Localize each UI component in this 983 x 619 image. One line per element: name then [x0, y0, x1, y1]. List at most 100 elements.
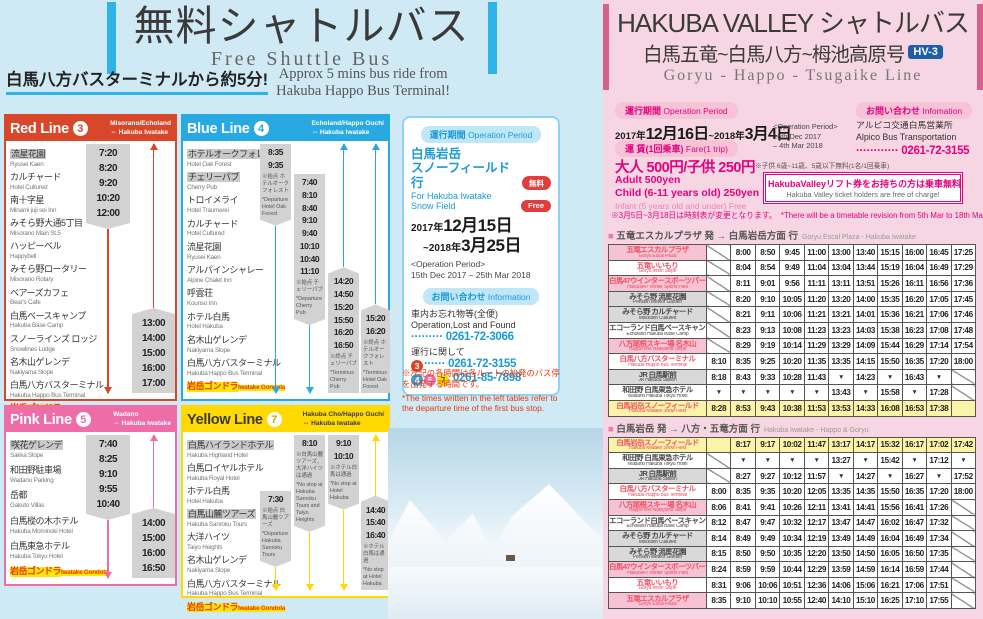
time-cell: 11:00 — [803, 244, 830, 261]
time-cell: 10:14 — [779, 337, 805, 355]
time-cell: 16:17 — [901, 436, 928, 454]
time-cell: 13:17 — [828, 436, 854, 454]
bus-stop: 名木山ゲレンデ Nakiyama Slope — [187, 551, 386, 574]
line-header-pink: Pink Line 5 Wadano ⇔ Hakuba Iwatake — [6, 407, 175, 432]
time-cell: 17:10 — [901, 592, 928, 610]
time-cell: 13:11 — [828, 275, 854, 292]
time-cell: 14:06 — [828, 576, 854, 594]
lost-and-found-phone: ········· 0261-72-3066 — [411, 331, 514, 344]
route-arrow-up — [328, 142, 359, 268]
cell-stop-en: Echoland Hakuba Base Camp — [626, 331, 689, 337]
time-cell: 11:20 — [803, 290, 830, 308]
route-3-icon: 3 — [411, 360, 423, 373]
stop-name-jp: ハッピーベル — [10, 241, 62, 252]
time-cell: 10:51 — [779, 576, 805, 594]
cell-stop-en: Hakuba47 Winter Sports Park — [627, 284, 688, 290]
pink-square-icon: ■ — [608, 231, 617, 242]
time-cell: 8:00 — [705, 483, 732, 500]
route-arrow-down — [294, 325, 325, 394]
line-number-badge: 3 — [72, 121, 88, 136]
time-cell — [705, 337, 732, 355]
departure-time: 10:40 — [299, 253, 320, 264]
hv3-badge: HV-3 — [908, 45, 943, 60]
time-cell: 17:36 — [950, 275, 977, 292]
route-text: Misorano/Echoland — [110, 120, 171, 128]
stop-list: 白馬ハイランドホテル Hakuba Highland Hotel 白馬ロイヤルホテル… — [187, 436, 386, 613]
fare-jp: 大人 500円/子供 250円 — [615, 160, 755, 176]
timetable-flag: 7:40 8:25 9:10 9:55 10:40 — [86, 435, 130, 520]
time-cell: 14:50 — [852, 545, 879, 563]
bus-stop: 岩岳ゴンドラIwatake Gondola — [187, 377, 386, 394]
stop-name-jp: 流星花園 — [10, 149, 47, 159]
r-contact-pill: お問い合わせ Infomation — [856, 102, 973, 119]
departure-time: 16:00 — [141, 548, 166, 559]
time-cell: ▼ — [803, 384, 830, 401]
line-card-pink: Pink Line 5 Wadano ⇔ Hakuba Iwatake 咲花ゲレンデ Sa… — [4, 405, 177, 586]
line-number-badge: 7 — [266, 412, 282, 427]
time-cell: 10:05 — [779, 290, 805, 308]
time-cell — [705, 259, 732, 277]
time-cell: 15:50 — [877, 353, 903, 370]
timetable-title-jp: 白馬岩岳 発 → 八方・五竜方面 行 — [616, 423, 760, 435]
destination-jp: 白馬岩岳 スノーフィールド行 — [411, 147, 511, 190]
bus-stop: 流星花園 Ryusei Kaen — [187, 238, 386, 261]
stop-name-en: Misorano Main St.5 — [10, 230, 61, 238]
time-cell: 13:00 — [828, 244, 854, 261]
time-cell: 11:43 — [803, 368, 830, 386]
flag-note-jp: ※始点 白馬山麓ツアーズ — [262, 507, 289, 528]
time-cell: 17:06 — [926, 306, 952, 323]
time-cell: 10:38 — [779, 399, 805, 417]
stop-name-en: Iwatake Gondola — [238, 384, 286, 392]
departure-time: 9:20 — [98, 178, 117, 189]
time-cell: 14:01 — [852, 306, 879, 323]
time-cell: 17:38 — [926, 399, 952, 417]
bus-stop: ホテル白馬 Hotel Hakuba — [187, 482, 386, 505]
time-cell: 17:29 — [950, 259, 977, 277]
time-cell: 9:59 — [754, 561, 781, 578]
fare-note: ※子供 6歳~11歳、5歳以下無料(1名/1回乗車) — [755, 163, 890, 170]
time-cell: 13:35 — [828, 483, 854, 500]
cell-stop-jp: 和田野 白馬東急ホテル — [622, 386, 693, 394]
stop-list: 咲花ゲレンデ Sakka Slope 和田野駐車場 Wadano Parking 岳都 G… — [10, 436, 173, 579]
time-cell: 9:45 — [779, 244, 805, 261]
route-5-icon: 5 — [424, 374, 436, 387]
bus-stop: 白馬山麓ツアーズ Hakuba Sanroku Tours — [187, 505, 386, 528]
departure-time: 7:20 — [98, 148, 117, 159]
timetable-flag: 9:10 10:10 ※ホテル白馬は通過 *No stop at Hotel Haku… — [328, 435, 359, 510]
timetable-flag: 7:40 8:10 8:40 9:10 9:40 10:10 10:40 11:10 ※始点 チ… — [294, 174, 325, 325]
time-cell: 9:27 — [754, 467, 781, 485]
stop-name-en: Wadano Parking — [10, 477, 54, 485]
time-cell: 17:20 — [926, 353, 952, 370]
alpico-contact: アルピコ交通白馬営業所 Alpico Bus Transportation ··… — [856, 120, 970, 157]
time-cell: 17:06 — [901, 576, 928, 594]
cell-stop-jp: みそら野 流星花園 — [629, 292, 686, 301]
time-cell: 16:59 — [901, 561, 928, 578]
time-cell: 12:29 — [803, 561, 830, 578]
departure-time: 14:00 — [141, 333, 166, 344]
flag-note-jp: ※終点 チェリーパブ — [330, 353, 357, 367]
time-cell: 8:50 — [730, 545, 756, 563]
bus-stop: 大洋ハイツ Taiyo Heights — [187, 528, 386, 551]
departure-time: 14:20 — [333, 276, 354, 287]
cell-stop-jp: みそら野 カルチャード — [622, 532, 693, 540]
departure-time: 12:00 — [96, 208, 120, 219]
cell-stop-jp: 白馬47ウインタースポーツパーク — [609, 277, 706, 285]
stop-name-jp: カルチャード — [10, 172, 61, 183]
time-cell: 8:53 — [730, 399, 756, 417]
time-cell: 9:50 — [754, 545, 781, 563]
time-cell: 11:23 — [803, 321, 830, 339]
time-cell: 9:11 — [754, 306, 781, 323]
time-cell: 16:41 — [901, 498, 928, 516]
route-text: ⇔ Hakuba Iwatake — [113, 419, 171, 427]
r-operation-dates: 2017年12月16日~2018年3月4日 — [615, 126, 792, 143]
time-cell: ▼ — [926, 368, 952, 386]
timetable-flag: 13:00 14:00 15:00 16:00 17:00 — [132, 308, 175, 393]
timetable-title-jp: 五竜エスカルプラザ 発 → 白馬岩岳方面 行 — [616, 231, 798, 242]
stop-name-en: Minami juji sei Inn — [10, 206, 57, 214]
stop-name-cell: みそら野 流星花園 Pension Meteor Garden — [608, 290, 707, 308]
time-column: 14:20 14:50 15:20 15:50 16:20 16:50 ※終点 チェリーパブ… — [328, 142, 359, 393]
stop-name-cell: 五竜エスカルプラザ Goryu Escal Plaza — [608, 244, 707, 261]
stop-name-jp: みそら野ロータリー — [10, 264, 87, 275]
stop-name-en: Bear's Cafe — [10, 299, 41, 307]
departure-time: 8:35 — [267, 147, 283, 157]
